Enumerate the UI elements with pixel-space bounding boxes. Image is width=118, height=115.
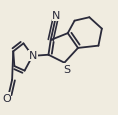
Text: N: N bbox=[52, 11, 61, 21]
Text: O: O bbox=[2, 93, 11, 103]
Text: S: S bbox=[63, 64, 70, 74]
Text: N: N bbox=[29, 51, 37, 61]
